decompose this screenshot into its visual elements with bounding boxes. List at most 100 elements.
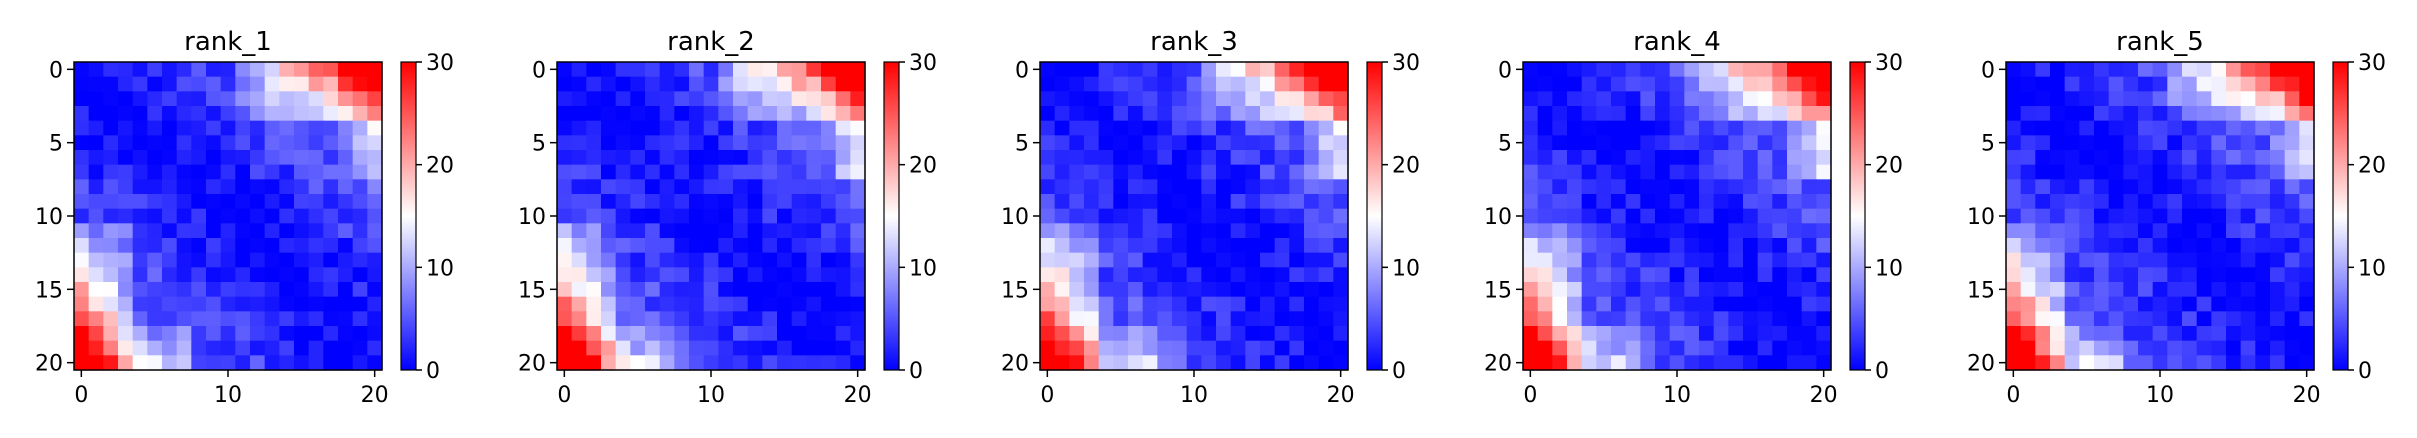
heatmap-cell [2182, 326, 2198, 342]
heatmap-cell [601, 164, 617, 180]
heatmap-cell [1787, 150, 1803, 166]
heatmap-cell [1245, 106, 1261, 122]
heatmap-cell [2226, 340, 2242, 356]
x-tick-label: 20 [844, 383, 872, 408]
heatmap-cell [2211, 340, 2227, 356]
heatmap-cell [1274, 326, 1290, 342]
heatmap-cell [1084, 326, 1100, 342]
heatmap-cell [220, 238, 236, 254]
heatmap-cell [806, 76, 822, 92]
heatmap-cell [147, 179, 163, 195]
heatmap-cell [1069, 326, 1085, 342]
heatmap-cell [1669, 91, 1685, 107]
heatmap-cell [1172, 238, 1188, 254]
heatmap-cell [1552, 91, 1568, 107]
heatmap-cell [1699, 120, 1715, 136]
heatmap-cell [367, 91, 383, 107]
heatmap-cell [2182, 62, 2198, 78]
heatmap-cell [1728, 179, 1744, 195]
heatmap-cell [74, 311, 90, 327]
heatmap-cell [850, 76, 866, 92]
heatmap-cell [191, 282, 207, 298]
heatmap-cell [250, 340, 266, 356]
heatmap-cell [659, 238, 675, 254]
heatmap-cell [2196, 282, 2212, 298]
heatmap-cell [1172, 164, 1188, 180]
heatmap-cell [1157, 238, 1173, 254]
heatmap-cell [1699, 91, 1715, 107]
heatmap-cell [1069, 267, 1085, 283]
heatmap-cell [2240, 355, 2256, 371]
heatmap-cell [1069, 62, 1085, 78]
heatmap-cell [1157, 135, 1173, 151]
heatmap-cell [1772, 238, 1788, 254]
heatmap-cell [1743, 164, 1759, 180]
heatmap-cell [103, 223, 119, 239]
heatmap-cell [1289, 179, 1305, 195]
heatmap-cell [2167, 164, 2183, 180]
heatmap-cell [2152, 120, 2168, 136]
heatmap-cell [1801, 62, 1817, 78]
heatmap-cell [103, 194, 119, 210]
heatmap-cell [2270, 252, 2286, 268]
heatmap-cell [1640, 223, 1656, 239]
heatmap-cell [250, 252, 266, 268]
heatmap-cell [2240, 252, 2256, 268]
heatmap-cell [2123, 194, 2139, 210]
heatmap-cell [2020, 194, 2036, 210]
heatmap-cell [1655, 238, 1671, 254]
heatmap-cell [2050, 135, 2066, 151]
heatmap-cell [1743, 120, 1759, 136]
heatmap-cell [2299, 120, 2315, 136]
heatmap-cell [191, 355, 207, 371]
heatmap-cell [250, 355, 266, 371]
heatmap-cell [2211, 164, 2227, 180]
heatmap-cell [220, 340, 236, 356]
colorbar-gradient [1849, 61, 1866, 371]
heatmap-cell [1743, 62, 1759, 78]
heatmap-cell [367, 252, 383, 268]
heatmap-cell [1260, 326, 1276, 342]
heatmap-cell [1230, 179, 1246, 195]
x-tick-label: 20 [2293, 383, 2321, 408]
heatmap-cell [2240, 311, 2256, 327]
heatmap-cell [733, 326, 749, 342]
heatmap-cell [352, 164, 368, 180]
heatmap-cell [1054, 76, 1070, 92]
heatmap-cell [103, 135, 119, 151]
heatmap-cell [659, 340, 675, 356]
heatmap-cell [2123, 252, 2139, 268]
heatmap-cell [1625, 179, 1641, 195]
heatmap-cell [2108, 76, 2124, 92]
heatmap-cell [835, 252, 851, 268]
heatmap-cell [1552, 120, 1568, 136]
heatmap-cell [2255, 76, 2271, 92]
heatmap-cell [103, 150, 119, 166]
heatmap-cell [191, 150, 207, 166]
heatmap-cell [1040, 135, 1056, 151]
heatmap-cell [367, 120, 383, 136]
heatmap-cell [1772, 194, 1788, 210]
heatmap-cell [1713, 252, 1729, 268]
heatmap-cell [1699, 150, 1715, 166]
heatmap-cell [2020, 223, 2036, 239]
heatmap-cell [2299, 179, 2315, 195]
heatmap-cell [1274, 208, 1290, 224]
heatmap-cell [571, 150, 587, 166]
heatmap-cell [1260, 91, 1276, 107]
heatmap-cell [1567, 164, 1583, 180]
heatmap-cell [586, 194, 602, 210]
heatmap-cell [191, 106, 207, 122]
heatmap-cell [586, 76, 602, 92]
heatmap-cell [2108, 311, 2124, 327]
heatmap-cell [1289, 355, 1305, 371]
heatmap-cell [235, 238, 251, 254]
heatmap-cell [1260, 106, 1276, 122]
heatmap-cell [279, 76, 295, 92]
heatmap-cell [1142, 179, 1158, 195]
heatmap-cell [2094, 164, 2110, 180]
heatmap-cell [1699, 296, 1715, 312]
heatmap-cell [2196, 150, 2212, 166]
heatmap-cell [601, 179, 617, 195]
